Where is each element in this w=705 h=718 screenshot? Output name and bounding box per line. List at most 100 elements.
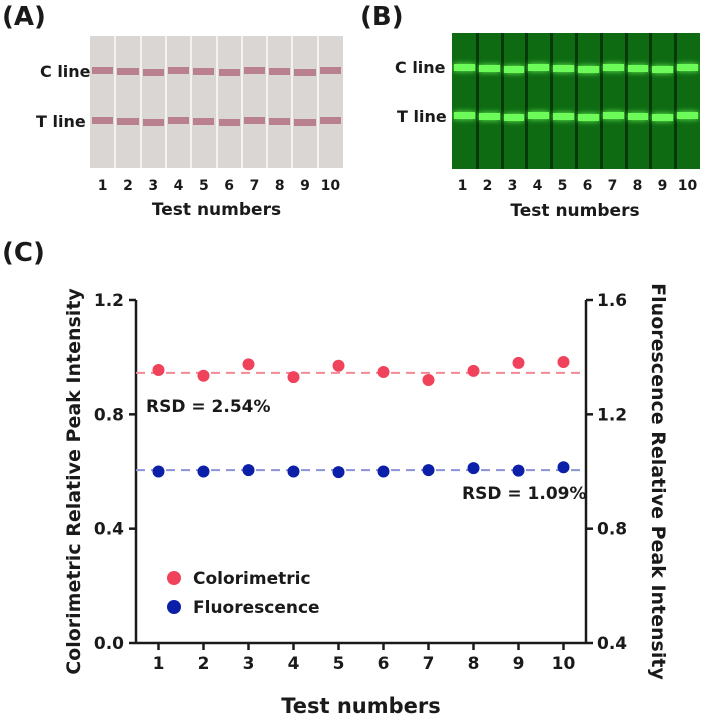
panel-b-c-line-label: C line — [395, 58, 446, 77]
strip-test-band — [218, 119, 240, 126]
panel-b-t-line-label: T line — [397, 107, 447, 126]
panel-a-test-numbers: 1 2 3 4 5 6 7 8 9 10 — [90, 178, 343, 198]
strip-lane-separator — [674, 33, 678, 169]
strip-test-band — [677, 112, 698, 119]
strip-lane-separator — [550, 33, 554, 169]
strip-control-band — [167, 67, 190, 74]
fluorescence-point — [332, 466, 345, 479]
strip-number-label: 3 — [148, 178, 159, 194]
colorimetric-point — [242, 358, 255, 371]
strip-lane-separator — [114, 36, 117, 168]
strip-number-label: 10 — [320, 178, 341, 194]
x-tick-label: 9 — [513, 654, 525, 674]
strip-number-label: 1 — [97, 178, 108, 194]
strip-test-band — [319, 117, 341, 124]
strip-control-band — [142, 69, 164, 76]
strip-lane-separator — [240, 36, 243, 168]
legend-fluorescence-marker — [167, 600, 181, 614]
colorimetric-point — [557, 356, 570, 369]
strip-lane-separator — [624, 33, 628, 169]
strip-control-band — [92, 67, 114, 74]
x-tick-label: 6 — [378, 654, 390, 674]
colorimetric-rsd-annotation: RSD = 2.54% — [146, 397, 271, 417]
fluorescence-point — [287, 465, 300, 478]
fluorescence-point — [242, 464, 255, 477]
strip-control-band — [602, 64, 624, 71]
strip-number-label: 5 — [198, 178, 209, 194]
colorimetric-point — [197, 369, 210, 382]
strip-test-band — [478, 113, 500, 120]
fluorescence-point — [152, 465, 165, 478]
strip-lane-separator — [291, 36, 294, 168]
strip-number-label: 7 — [249, 178, 260, 194]
x-tick-label: 2 — [198, 654, 210, 674]
strip-lane-separator — [575, 33, 578, 169]
strip-control-band — [319, 67, 341, 74]
legend-colorimetric-marker — [167, 571, 181, 585]
strip-lane-separator — [164, 36, 167, 168]
colorimetric-point — [152, 364, 165, 377]
fluorescence-point — [512, 464, 525, 477]
panel-b-letter: (B) — [360, 2, 404, 32]
strip-test-band — [269, 118, 291, 125]
strip-control-band — [553, 65, 574, 72]
strip-number-label: 6 — [224, 178, 235, 194]
strip-number-label: 7 — [607, 178, 618, 194]
colorimetric-point — [467, 364, 480, 377]
strip-test-band — [92, 117, 114, 124]
strip-control-band — [677, 64, 698, 71]
strip-lane-separator — [475, 33, 479, 169]
strip-number-label: 10 — [677, 178, 698, 194]
strip-control-band — [243, 67, 266, 74]
x-axis-title: Test numbers — [281, 694, 441, 718]
panel-a-letter: (A) — [2, 2, 46, 32]
strip-test-band — [602, 112, 624, 119]
left-y-tick-label: 0.0 — [94, 634, 124, 654]
strip-number-label: 5 — [557, 178, 568, 194]
x-tick-label: 3 — [243, 654, 255, 674]
strip-number-label: 8 — [274, 178, 285, 194]
strip-control-band — [117, 68, 139, 75]
strip-number-label: 1 — [457, 178, 468, 194]
strip-test-band — [503, 114, 525, 121]
left-y-tick-label: 0.8 — [94, 405, 124, 425]
x-tick-label: 5 — [333, 654, 345, 674]
left-y-tick-label: 0.4 — [94, 520, 124, 540]
strip-control-band — [218, 69, 240, 76]
strip-test-band — [294, 119, 316, 126]
strip-test-band — [142, 119, 164, 126]
right-y-tick-label: 0.8 — [597, 520, 627, 540]
strip-number-label: 9 — [300, 178, 310, 194]
panel-c-letter: (C) — [2, 238, 45, 268]
panel-b-axis-title: Test numbers — [510, 201, 640, 221]
strip-lane-separator — [649, 33, 653, 169]
x-tick-label: 4 — [288, 654, 300, 674]
strip-test-band — [167, 117, 190, 124]
left-y-tick-label: 1.2 — [94, 291, 124, 311]
strip-lane-separator — [316, 36, 319, 168]
legend-colorimetric-label: Colorimetric — [193, 569, 311, 589]
fluorescence-point — [197, 465, 210, 478]
x-tick-label: 8 — [468, 654, 480, 674]
strip-test-band — [117, 118, 139, 125]
colorimetric-point — [377, 366, 390, 379]
strip-control-band — [528, 64, 550, 71]
strip-test-band — [454, 112, 475, 119]
legend-fluorescence-label: Fluorescence — [193, 598, 320, 618]
strip-number-label: 6 — [582, 178, 593, 194]
panel-a-t-line-label: T line — [36, 112, 86, 131]
strip-lane-separator — [215, 36, 218, 168]
fluorescence-point — [422, 464, 435, 477]
strip-control-band — [454, 64, 475, 71]
right-y-axis-title: Fluorescence Relative Peak Intensity — [647, 283, 669, 680]
x-tick-label: 7 — [423, 654, 435, 674]
right-y-tick-label: 1.6 — [597, 291, 627, 311]
strip-control-band — [652, 66, 674, 73]
colorimetric-point — [287, 371, 300, 384]
panel-a-axis-title: Test numbers — [151, 200, 282, 220]
fluorescence-point — [377, 465, 390, 478]
strip-control-band — [627, 65, 649, 72]
right-y-tick-label: 1.2 — [597, 405, 627, 425]
strip-test-band — [193, 118, 215, 125]
strip-control-band — [294, 69, 316, 76]
